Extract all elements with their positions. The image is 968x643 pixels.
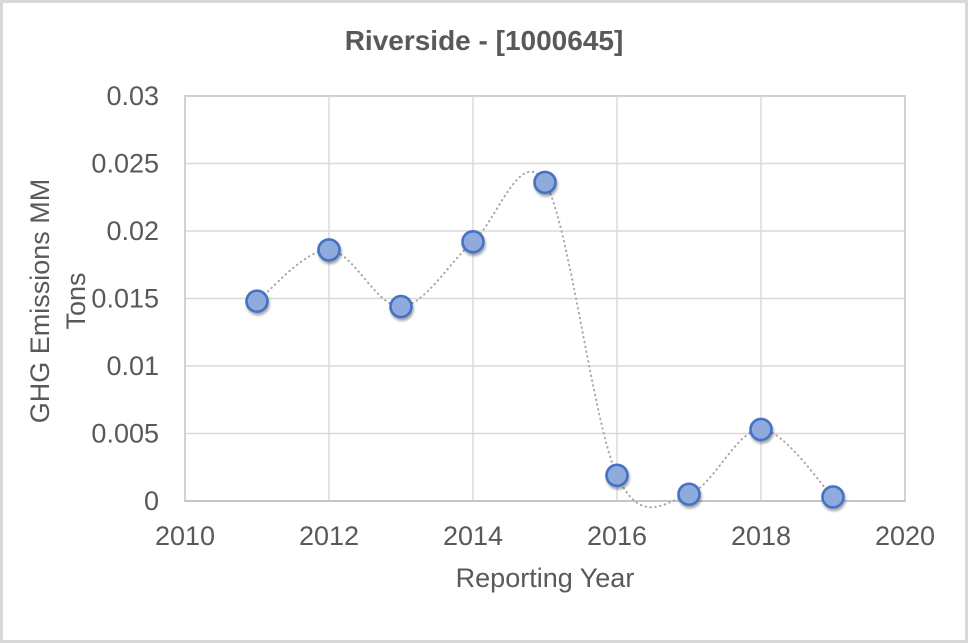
data-point-marker — [533, 170, 557, 195]
x-tick-label: 2018 — [731, 521, 791, 551]
data-point-marker — [605, 463, 629, 488]
y-tick-label: 0.03 — [106, 81, 159, 111]
data-point-marker — [245, 289, 269, 314]
data-point-marker — [461, 230, 485, 254]
series-line — [256, 170, 834, 509]
x-tick-label: 2014 — [443, 521, 503, 551]
x-tick-label: 2020 — [875, 521, 935, 551]
y-tick-label: 0.02 — [106, 216, 159, 246]
x-tick-label: 2012 — [299, 521, 359, 551]
y-tick-label: 0.015 — [91, 284, 159, 314]
data-point-marker — [821, 485, 845, 509]
data-point-marker — [317, 238, 341, 262]
y-tick-label: 0.005 — [91, 419, 159, 449]
data-point-marker — [749, 417, 773, 442]
x-tick-label: 2010 — [155, 521, 215, 551]
y-tick-label: 0.025 — [91, 149, 159, 179]
y-tick-label: 0 — [144, 486, 159, 516]
x-tick-label: 2016 — [587, 521, 647, 551]
chart-title: Riverside - [1000645] — [344, 25, 624, 56]
x-axis-title: Reporting Year — [455, 563, 635, 593]
data-point-marker — [389, 294, 413, 319]
y-tick-label: 0.01 — [106, 351, 159, 381]
data-point-marker — [677, 482, 701, 507]
scatter-plot: 0 0.005 0.01 0.015 0.02 0.025 0.03 2010 2012 2014… — [91, 81, 935, 551]
